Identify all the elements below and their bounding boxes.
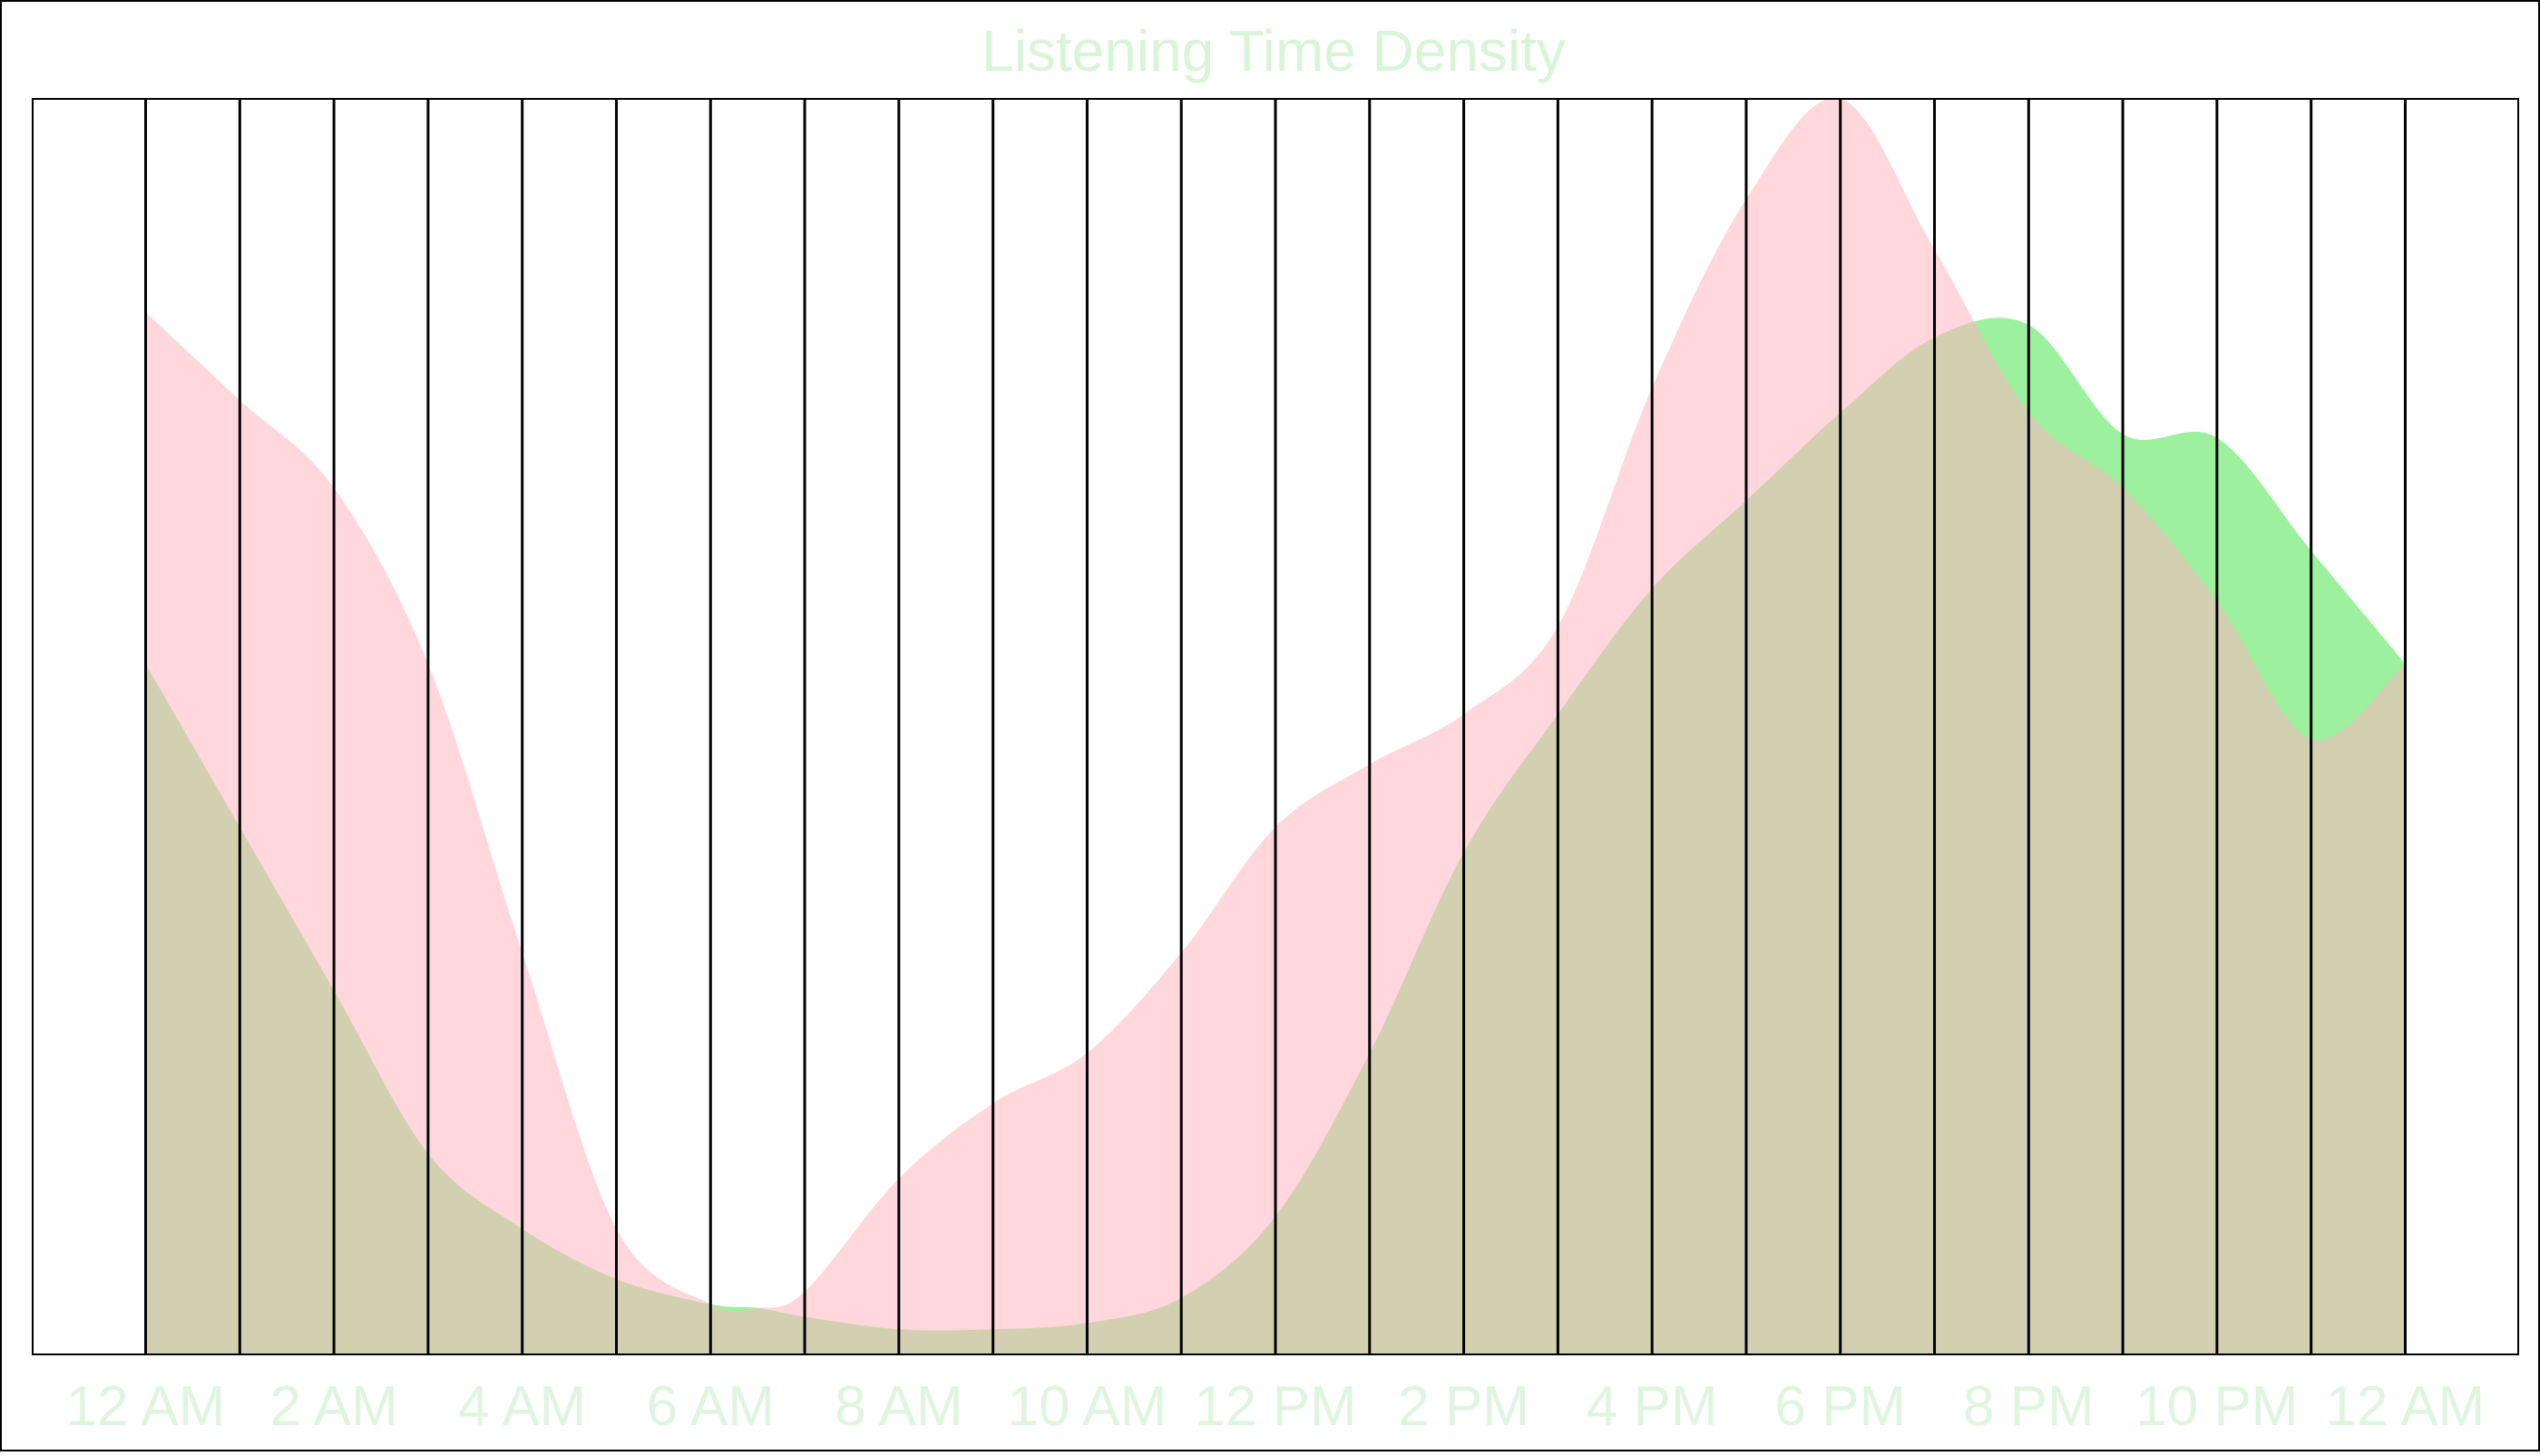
x-tick-label: 12 AM bbox=[66, 1375, 226, 1438]
x-tick-label: 8 PM bbox=[1963, 1375, 2095, 1438]
x-tick-label: 4 AM bbox=[458, 1375, 586, 1438]
x-tick-label: 12 AM bbox=[2326, 1375, 2486, 1438]
x-tick-label: 6 AM bbox=[647, 1375, 775, 1438]
x-tick-label: 10 PM bbox=[2135, 1375, 2298, 1438]
x-tick-label: 8 AM bbox=[835, 1375, 962, 1438]
x-tick-label: 2 PM bbox=[1398, 1375, 1529, 1438]
chart-title: Listening Time Density bbox=[982, 18, 1566, 83]
x-tick-label: 12 PM bbox=[1194, 1375, 1356, 1438]
x-tick-label: 6 PM bbox=[1774, 1375, 1906, 1438]
x-tick-label: 10 AM bbox=[1008, 1375, 1167, 1438]
x-tick-label: 4 PM bbox=[1587, 1375, 1718, 1438]
x-axis-ticks: 12 AM 2 AM 4 AM 6 AM 8 AM 10 AM 12 PM 2 PM 4 PM 6… bbox=[66, 1375, 2486, 1438]
x-tick-label: 2 AM bbox=[269, 1375, 397, 1438]
plot-frame bbox=[32, 98, 2519, 1355]
gridlines bbox=[144, 99, 2407, 1354]
